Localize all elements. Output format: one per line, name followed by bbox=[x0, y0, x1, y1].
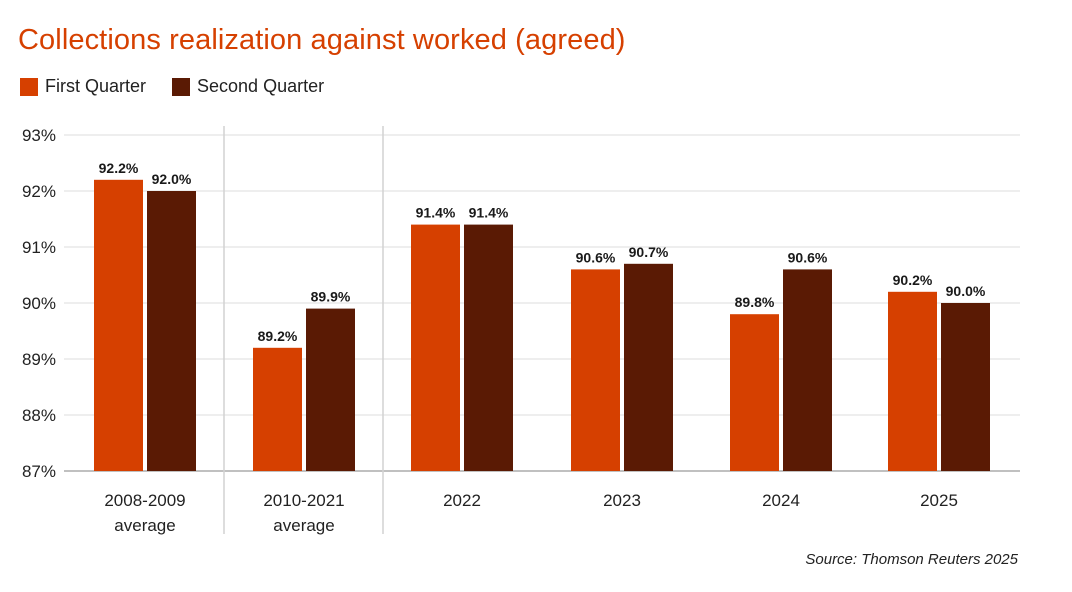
x-category-label: 2010-2021 bbox=[263, 491, 344, 510]
y-tick-label: 88% bbox=[22, 406, 56, 425]
x-category-label: average bbox=[273, 516, 334, 535]
data-label: 92.0% bbox=[152, 171, 192, 187]
y-tick-label: 91% bbox=[22, 238, 56, 257]
legend-swatch-first-quarter bbox=[20, 77, 38, 96]
x-category-label: 2024 bbox=[762, 491, 800, 510]
y-tick-label: 93% bbox=[22, 126, 56, 145]
bar-first-quarter bbox=[730, 314, 779, 471]
bar-first-quarter bbox=[571, 269, 620, 471]
data-label: 91.4% bbox=[416, 205, 456, 221]
bar-first-quarter bbox=[888, 291, 937, 471]
legend-label-first-quarter: First Quarter bbox=[45, 76, 147, 96]
data-label: 90.7% bbox=[629, 244, 669, 260]
y-tick-label: 92% bbox=[22, 182, 56, 201]
x-category-label: average bbox=[114, 516, 175, 535]
x-category-label: 2025 bbox=[920, 491, 958, 510]
bar-second-quarter bbox=[147, 191, 196, 471]
data-label: 90.0% bbox=[946, 283, 986, 299]
y-tick-label: 90% bbox=[22, 294, 56, 313]
data-label: 92.2% bbox=[99, 160, 139, 176]
bar-first-quarter bbox=[411, 224, 460, 471]
bar-second-quarter bbox=[464, 224, 513, 471]
legend-item-second-quarter: Second Quarter bbox=[172, 76, 324, 97]
y-tick-label: 89% bbox=[22, 350, 56, 369]
data-label: 90.6% bbox=[576, 249, 616, 265]
bar-first-quarter bbox=[94, 179, 143, 472]
data-label: 91.4% bbox=[469, 205, 509, 221]
bar-first-quarter bbox=[253, 347, 302, 471]
x-category-label: 2023 bbox=[603, 491, 641, 510]
bar-second-quarter bbox=[783, 269, 832, 471]
data-label: 89.8% bbox=[735, 294, 775, 310]
x-category-label: 2022 bbox=[443, 491, 481, 510]
data-label: 89.2% bbox=[258, 328, 298, 344]
bar-second-quarter bbox=[306, 308, 355, 471]
x-category-label: 2008-2009 bbox=[104, 491, 185, 510]
chart-title: Collections realization against worked (… bbox=[18, 24, 626, 56]
bar-second-quarter bbox=[624, 263, 673, 471]
legend-item-first-quarter: First Quarter bbox=[20, 76, 146, 97]
legend-label-second-quarter: Second Quarter bbox=[197, 76, 325, 96]
data-label: 90.6% bbox=[788, 249, 828, 265]
legend-swatch-second-quarter bbox=[172, 77, 191, 96]
source-note: Source: Thomson Reuters 2025 bbox=[805, 551, 1018, 568]
data-label: 89.9% bbox=[311, 289, 351, 305]
y-tick-label: 87% bbox=[22, 462, 56, 481]
bar-second-quarter bbox=[941, 303, 990, 471]
legend: First Quarter Second Quarter bbox=[20, 76, 324, 97]
data-label: 90.2% bbox=[893, 272, 933, 288]
